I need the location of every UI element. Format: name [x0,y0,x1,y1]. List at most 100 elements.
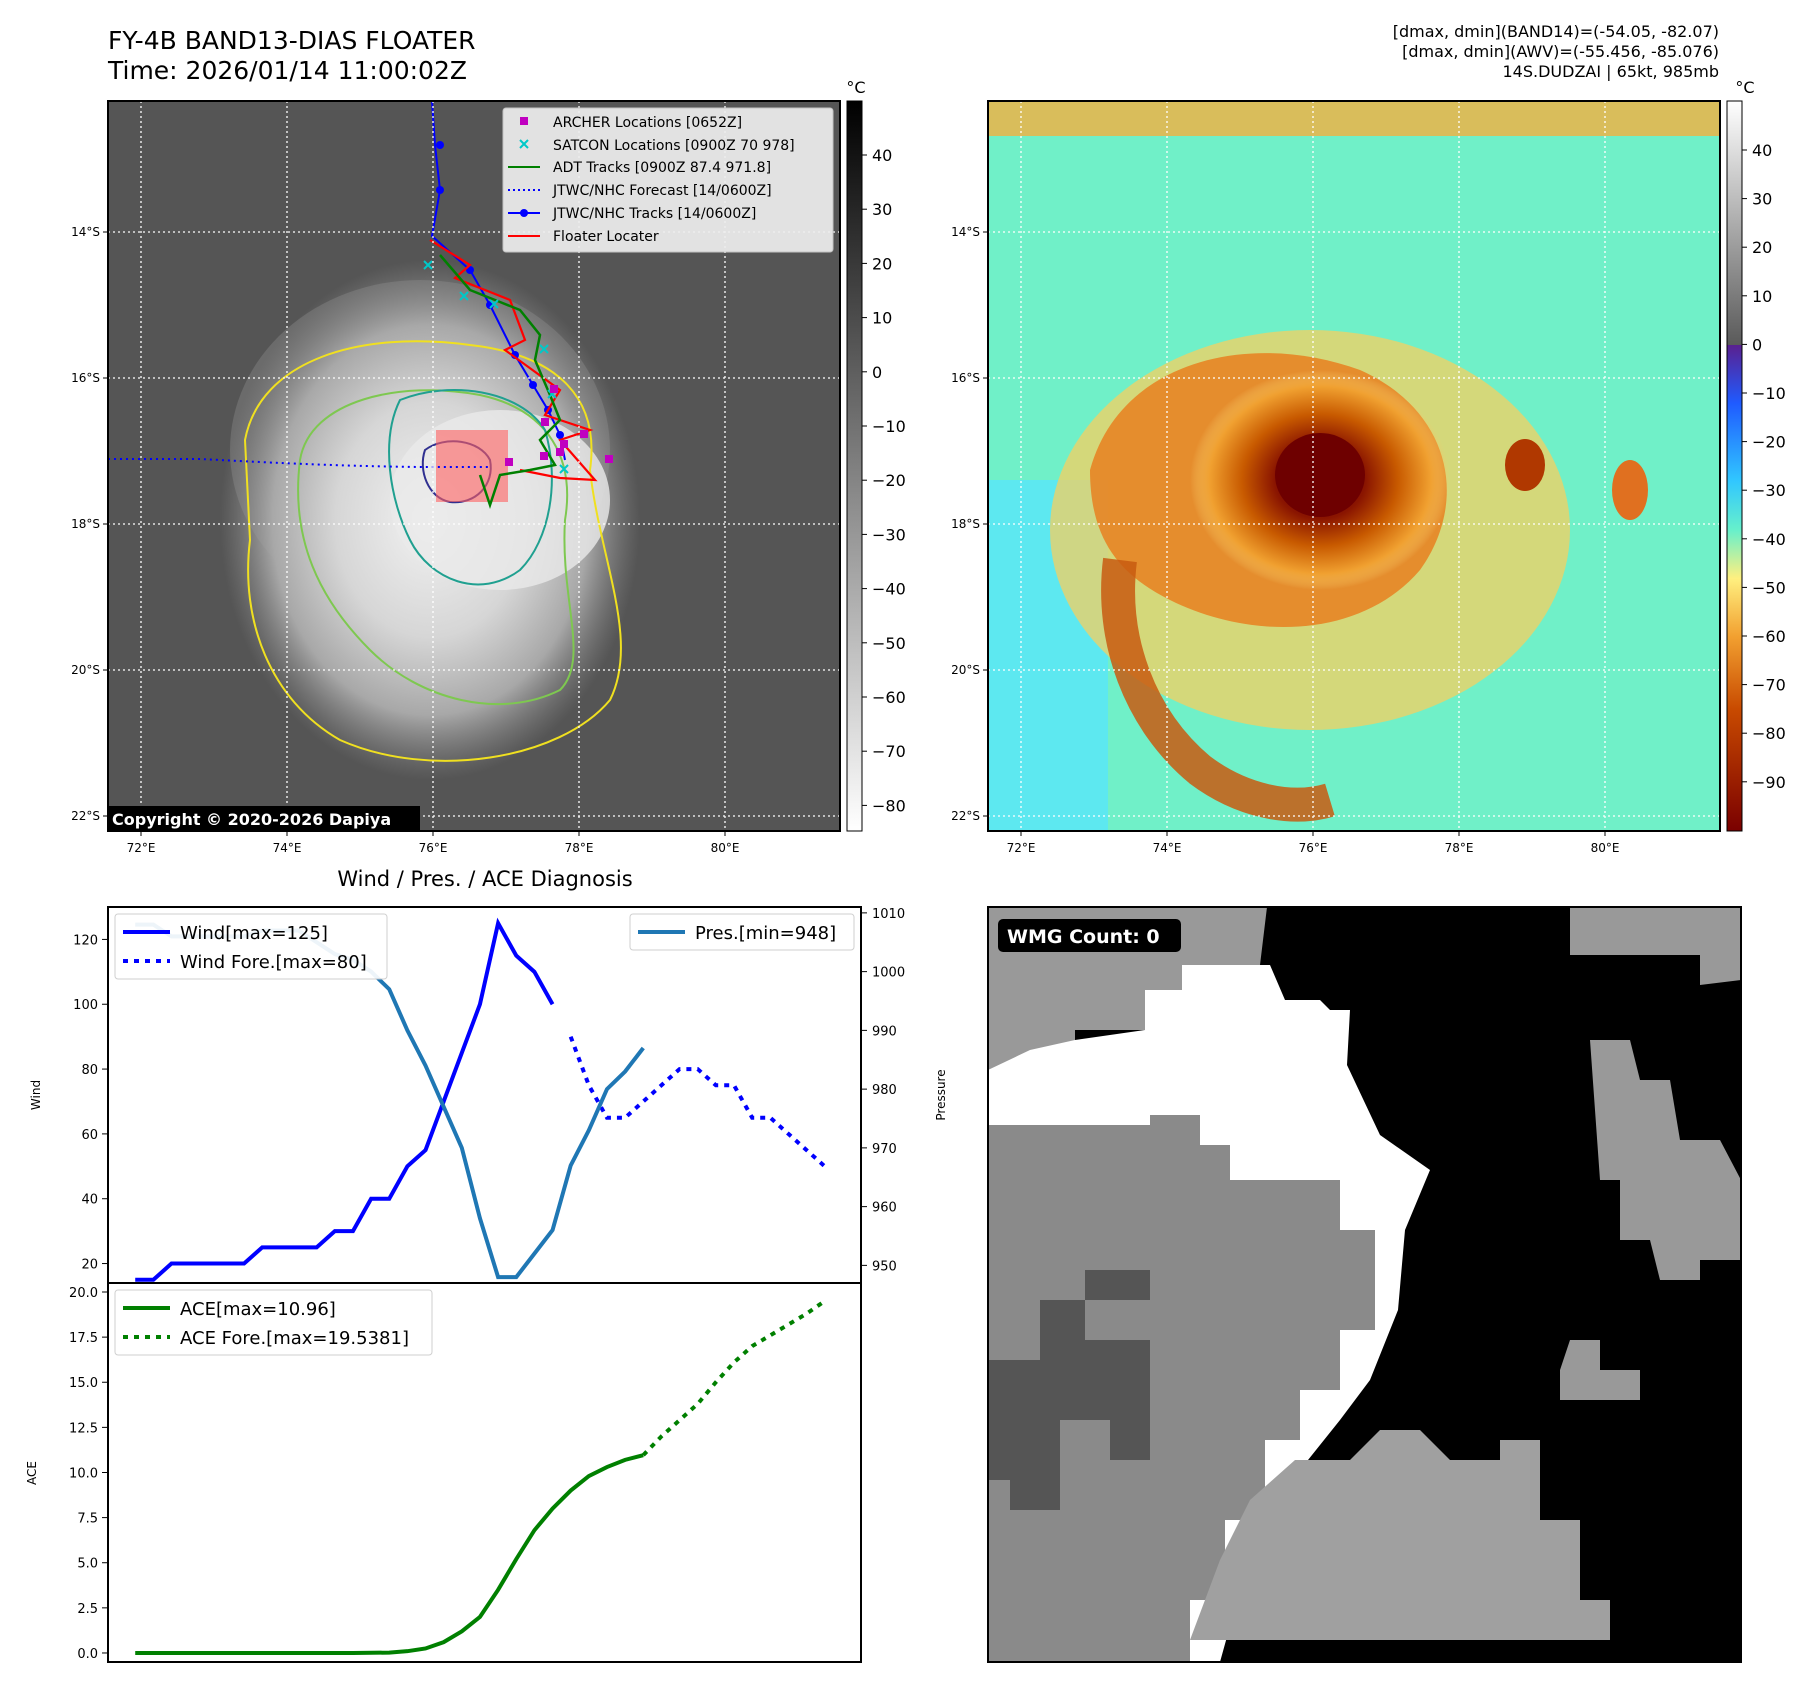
adt-track-line [439,254,562,509]
wmg-count-box [998,919,1181,952]
colorbar-tick-label: −30 [872,525,906,544]
legend-tracks-label: JTWC/NHC Tracks [14/0600Z] [552,206,756,222]
title-line-2: Time: 2026/01/14 11:00:02Z [108,56,467,85]
legend-wind-label: Wind[max=125] [180,923,328,944]
ace-y-tick-label: 17.5 [69,1331,98,1346]
wind-axis-label: Wind [29,1080,43,1110]
legend-adt-label: ADT Tracks [0900Z 87.4 971.8] [553,160,771,176]
wind-y-tick-label: 80 [81,1063,98,1078]
legend-archer-label: ARCHER Locations [0652Z] [553,115,742,131]
figure-meta: [dmax, dmin](BAND14)=(-54.05, -82.07) [d… [1393,22,1719,82]
awv-colorbar-unit: °C [1735,78,1754,97]
ir-colorbar-unit: °C [846,78,865,97]
colorbar-tick-label: 20 [1752,238,1772,257]
colorbar-tick-label: −60 [872,688,906,707]
wmg-gray-region [988,1115,1375,1662]
lon-tick-label: 78°E [565,841,594,855]
colorbar-tick-label: 30 [872,200,892,219]
ace-y-tick-label: 0.0 [77,1647,98,1662]
legend-satcon-marker [519,139,529,149]
awv-center [1275,433,1365,517]
colorbar-tick-label: 40 [872,146,892,165]
meta-storm: 14S.DUDZAI | 65kt, 985mb [1502,62,1720,81]
colorbar-tick-label: −90 [1752,773,1786,792]
colorbar-tick-label: −50 [872,634,906,653]
colorbar-tick-label: −20 [872,471,906,490]
lat-tick-label: 18°S [71,517,100,531]
title-line-1: FY-4B BAND13-DIAS FLOATER [108,26,476,55]
lon-tick-label: 80°E [711,841,740,855]
pressure-y-axis: 950 960 970 980 990 1000 1010 [861,907,905,1274]
lon-tick-label: 72°E [127,841,156,855]
ace-series-line [135,1453,644,1655]
wind-y-tick-label: 40 [81,1193,98,1208]
legend-archer-marker [520,117,528,125]
ace-legend: ACE[max=10.96] ACE Fore.[max=19.5381] [114,1289,433,1356]
colorbar-tick-label: −80 [1752,724,1786,743]
awv-colorbar-ticks: 40 30 20 10 0 −10 −20 −30 −40 −50 −60 −70 −80 −90 [1742,141,1786,792]
ace-y-tick-label: 10.0 [69,1466,98,1481]
ir-contour-outer [243,340,622,762]
wmg-panel: WMG Count: 0 [987,906,1742,1663]
colorbar-tick-label: −50 [1752,578,1786,597]
wmg-frame [987,906,1742,1663]
wind-y-tick-label: 60 [81,1128,98,1143]
ir-colorbar: °C 40 30 20 10 0 −10 −20 −30 −40 −50 −60 −70 −80 [846,78,906,832]
wmg-gray-ne [1570,907,1741,985]
copyright-box [108,806,420,831]
awv-lon-axis: 72°E 74°E 76°E 78°E 80°E [1007,831,1620,855]
ace-y-tick-label: 15.0 [69,1376,98,1391]
ace-y-tick-label: 2.5 [77,1602,98,1617]
colorbar-tick-label: −60 [1752,627,1786,646]
awv-outer-band [1101,557,1335,822]
diagnosis-title: Wind / Pres. / ACE Diagnosis [337,867,632,891]
pressure-axis-label: Pressure [934,1069,948,1120]
lat-tick-label: 14°S [71,225,100,239]
wind-y-tick-label: 20 [81,1258,98,1273]
wind-forecast-line [568,1035,827,1168]
colorbar-tick-label: 40 [1752,141,1772,160]
awv-gridlines [988,101,1720,831]
colorbar-tick-label: 0 [1752,335,1762,354]
wmg-count-label: WMG Count: 0 [1007,926,1160,948]
ir-colorbar-ticks: 40 30 20 10 0 −10 −20 −30 −40 −50 −60 −70 −80 [862,146,906,815]
colorbar-tick-label: 0 [872,363,882,382]
wind-y-tick-label: 120 [73,933,98,948]
ir-lat-axis: 14°S 16°S 18°S 20°S 22°S [71,225,108,823]
lon-tick-label: 80°E [1591,841,1620,855]
colorbar-tick-label: −30 [1752,481,1786,500]
awv-map-panel [987,100,1721,832]
archer-locations [505,385,613,466]
pressure-y-tick-label: 950 [872,1259,897,1274]
lat-tick-label: 16°S [951,371,980,385]
lat-tick-label: 14°S [951,225,980,239]
wind-y-tick-label: 100 [73,998,98,1013]
legend-satcon-label: SATCON Locations [0900Z 70 978] [553,138,795,154]
meta-band14: [dmax, dmin](BAND14)=(-54.05, -82.07) [1392,22,1719,41]
awv-frame [987,100,1721,832]
copyright-text: Copyright © 2020-2026 Dapiya [112,810,391,829]
colorbar-tick-label: −80 [872,796,906,815]
pressure-y-tick-label: 1010 [872,907,905,922]
awv-colorbar: °C 40 30 20 10 0 −10 −20 −30 −40 −50 −60 −70 −80 −90 [1726,78,1786,832]
ir-frame [107,100,841,832]
pressure-legend: Pres.[min=948] [629,913,855,951]
ir-lon-axis: 72°E 74°E 76°E 78°E 80°E [127,831,740,855]
ace-axis-label: ACE [25,1461,39,1485]
ace-y-tick-label: 12.5 [69,1421,98,1436]
ace-y-tick-label: 7.5 [77,1512,98,1527]
lat-tick-label: 20°S [71,663,100,677]
pressure-y-tick-label: 960 [872,1201,897,1216]
wind-pressure-chart: 20 40 60 80 100 120 950 960 970 980 990 1000 1010 W… [29,906,948,1284]
colorbar-tick-label: 10 [872,309,892,328]
colorbar-tick-label: −10 [872,417,906,436]
legend-pres-label: Pres.[min=948] [695,923,836,944]
ace-y-tick-label: 5.0 [77,1557,98,1572]
colorbar-tick-label: −10 [1752,384,1786,403]
lat-tick-label: 22°S [951,809,980,823]
lat-tick-label: 18°S [951,517,980,531]
colorbar-tick-label: 10 [1752,287,1772,306]
lat-tick-label: 20°S [951,663,980,677]
wind-series-line [135,917,555,1282]
